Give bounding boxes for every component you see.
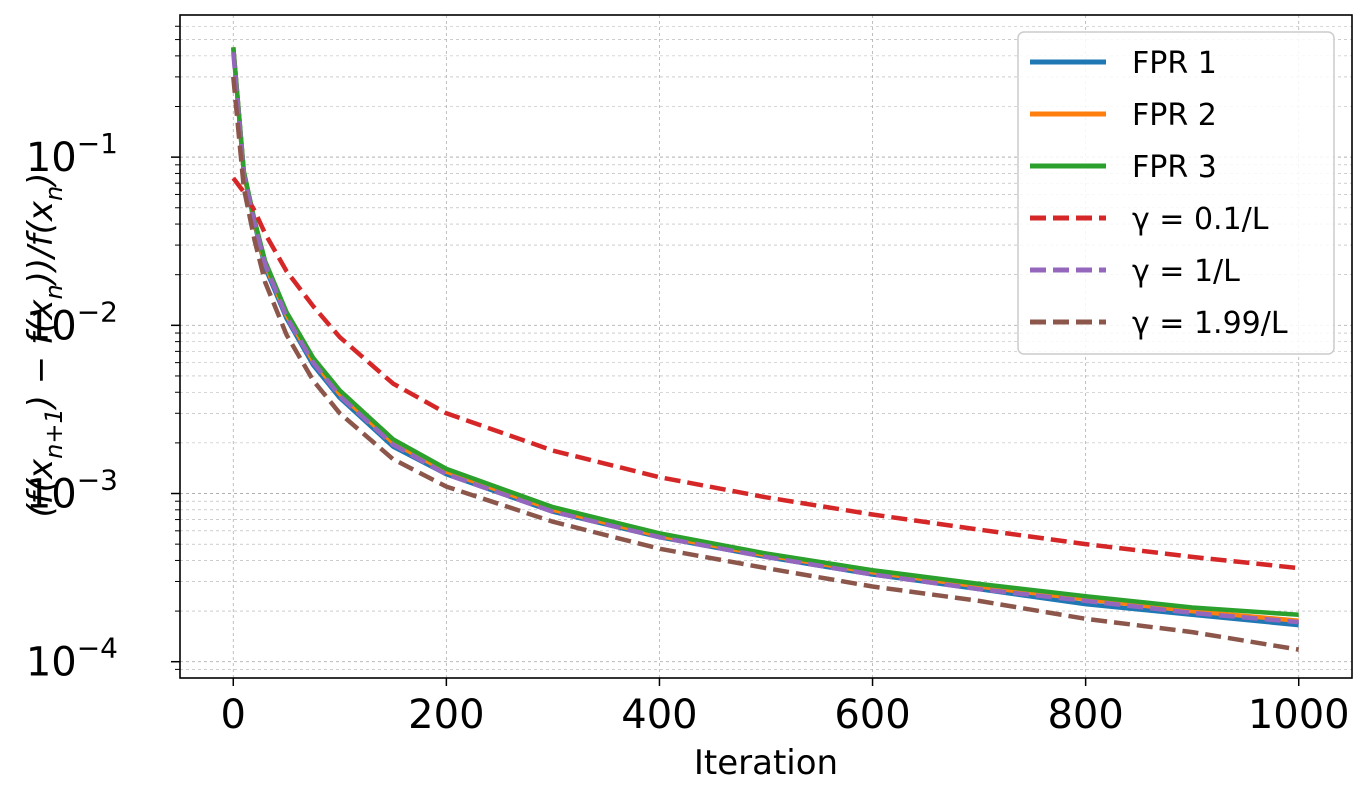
legend-items: FPR 1 FPR 2 FPR 3 γ = 0.1/L γ = 1/L γ = 1.99/…: [1030, 46, 1288, 341]
x-tick-label: 800: [1047, 692, 1123, 738]
series-line-6: [231, 76, 1300, 652]
legend-label: FPR 2: [1132, 98, 1217, 133]
plot-frame: [179, 14, 1353, 679]
x-tick-label: 600: [834, 692, 910, 738]
x-tick-label: 1000: [1248, 692, 1350, 738]
legend-label: γ = 1.99/L: [1132, 306, 1288, 341]
legend-label: γ = 1/L: [1132, 254, 1240, 289]
series-layer: [231, 47, 1300, 652]
series-line-5: [231, 52, 1299, 625]
y-tick-label: 10−2: [26, 295, 118, 349]
legend-label: FPR 1: [1132, 46, 1217, 81]
y-tick-label: 10−4: [26, 632, 118, 686]
legend: FPR 1 FPR 2 FPR 3 γ = 0.1/L γ = 1/L γ = 1.99/…: [1017, 31, 1335, 355]
y-tick-label: 10−1: [26, 127, 118, 181]
y-tick-label: 10−3: [26, 464, 118, 518]
y-axis-title: (f(xn+1) − f(xn))/f(xn): [21, 173, 68, 518]
legend-label: FPR 3: [1132, 150, 1217, 185]
ticks: 0 200 400 600 800 1000 10−4 10−3 10−2 10−1: [26, 25, 1350, 738]
x-axis-title: Iteration: [694, 743, 838, 783]
x-tick-label: 200: [408, 692, 484, 738]
legend-label: γ = 0.1/L: [1132, 202, 1269, 237]
x-tick-label: 0: [221, 692, 246, 738]
x-tick-label: 400: [621, 692, 697, 738]
series-line-4: [231, 176, 1299, 571]
